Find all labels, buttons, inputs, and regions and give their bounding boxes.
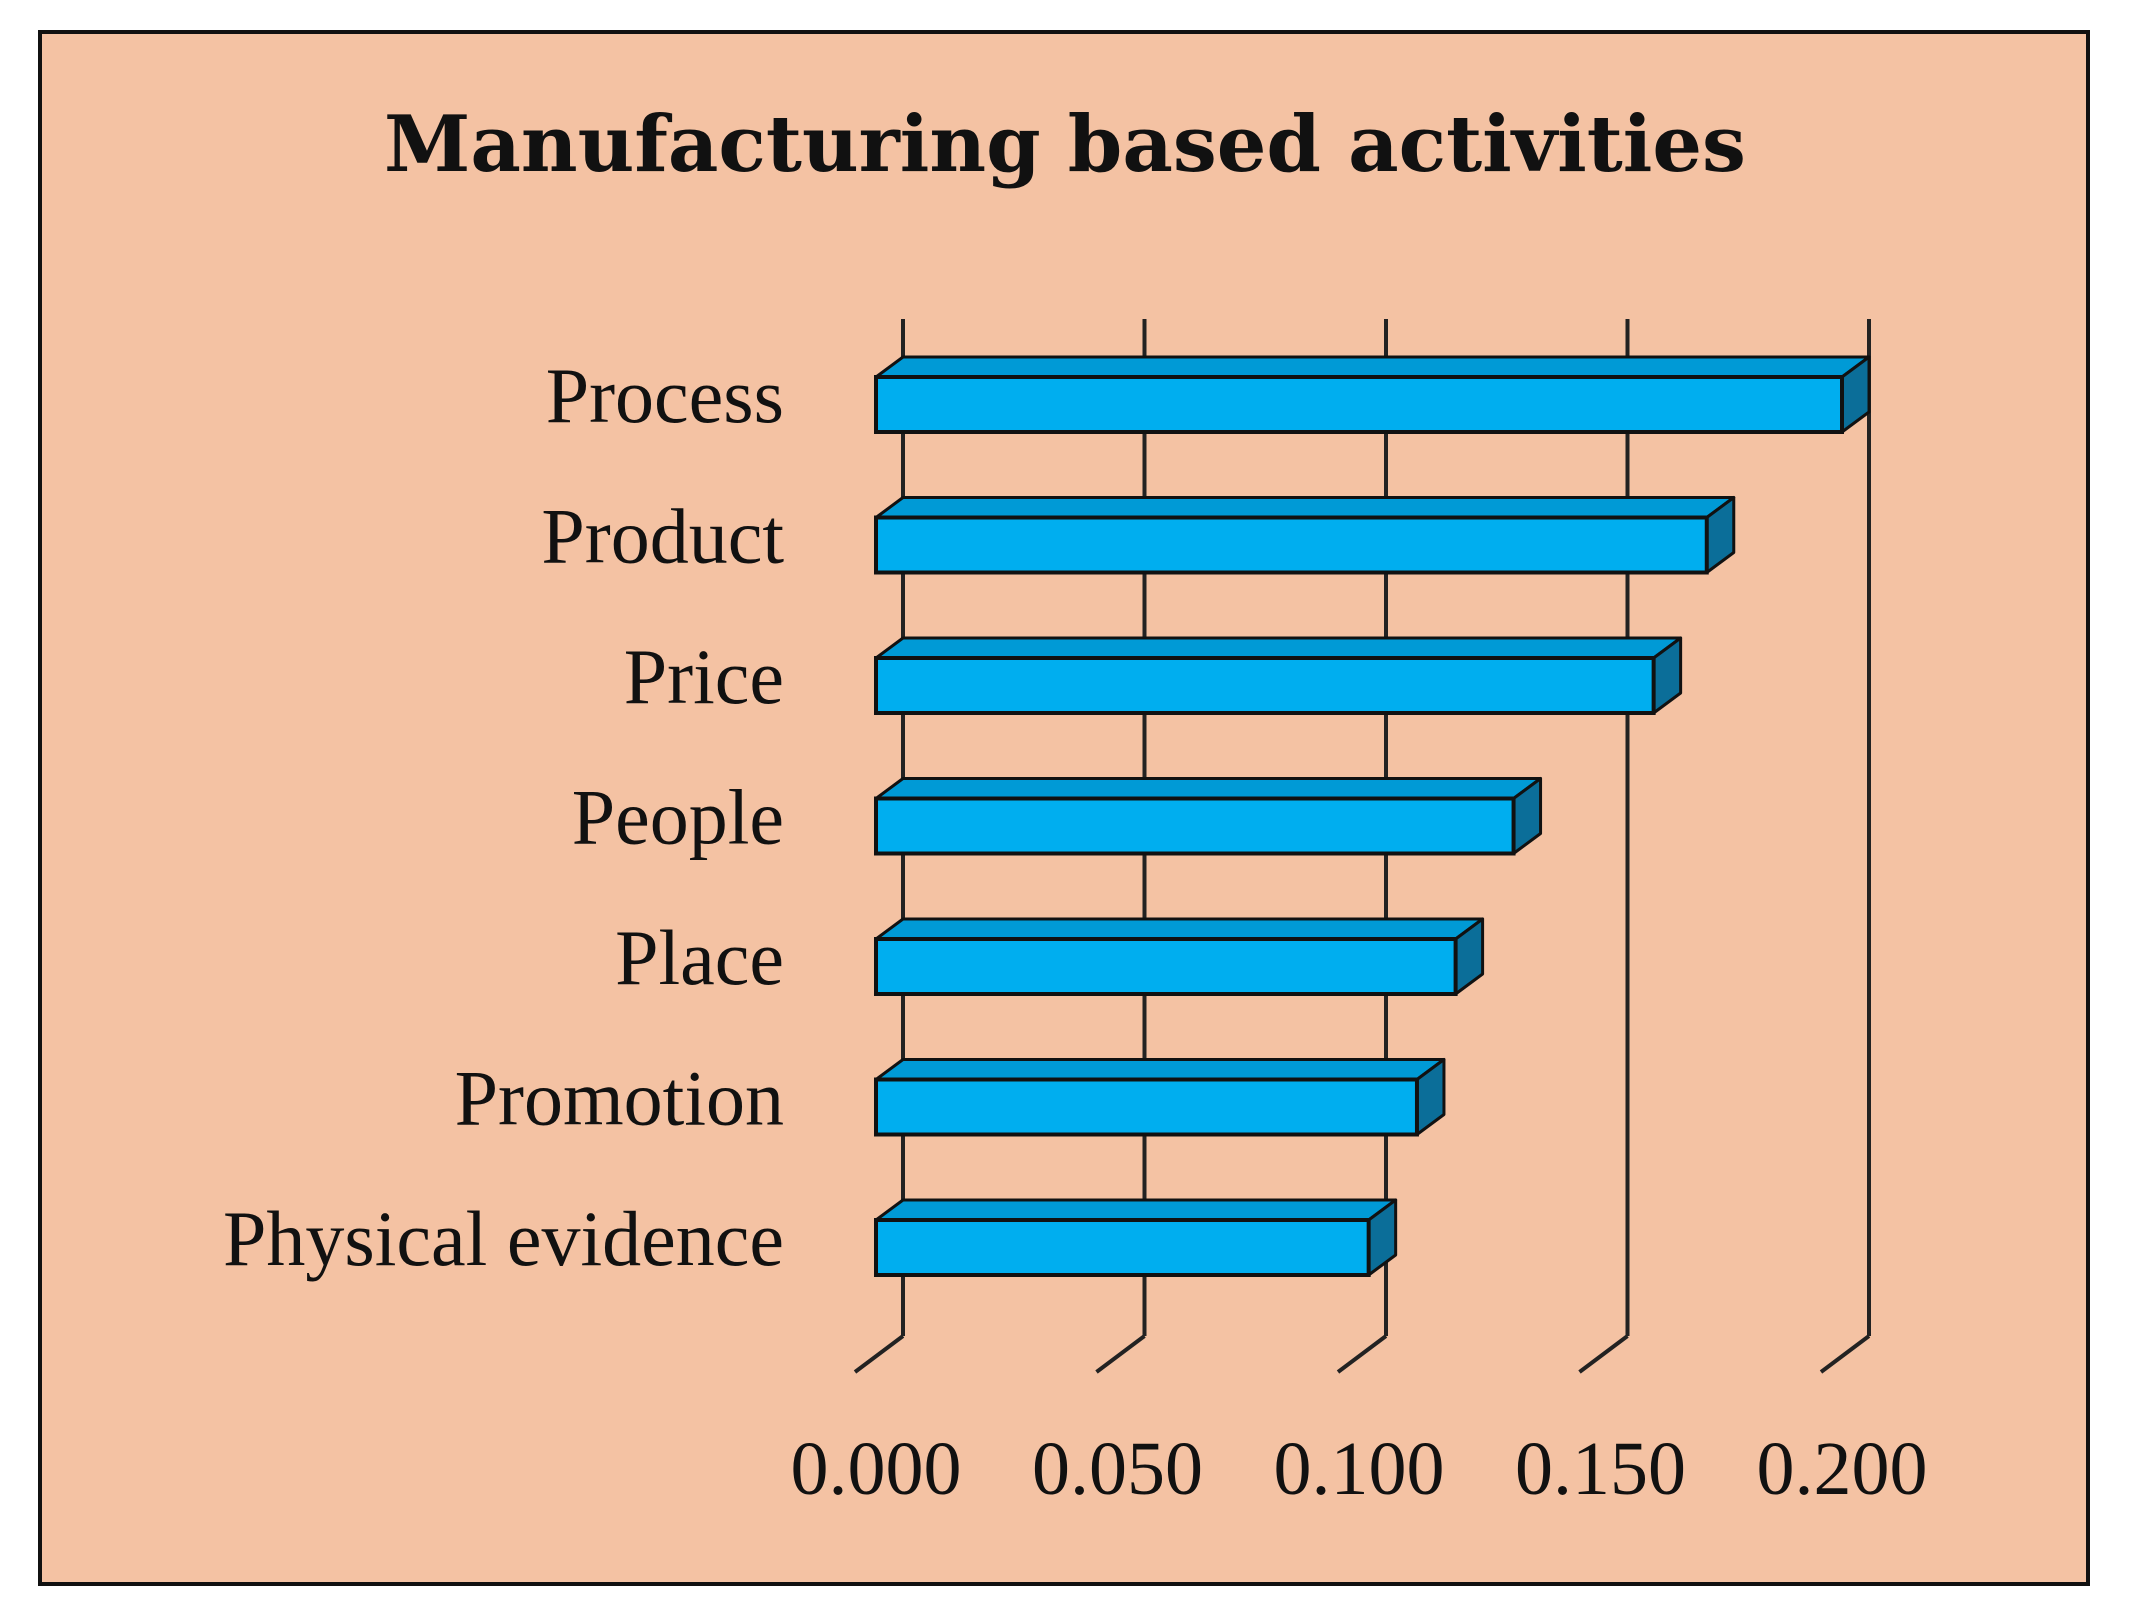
category-label: Price	[624, 633, 784, 720]
gridline-floor-4	[1819, 1334, 1871, 1374]
bar-top-face	[874, 636, 1683, 660]
gridline-floor-3	[1578, 1334, 1629, 1374]
bar-front-face	[874, 1218, 1371, 1277]
category-label: Product	[541, 493, 784, 580]
bar-0	[874, 355, 1871, 434]
bar-top-face	[874, 1058, 1446, 1081]
bar-5	[874, 1058, 1446, 1137]
chart-title: Manufacturing based activities	[384, 99, 1746, 190]
bar-front-face	[874, 656, 1656, 715]
gridline-floor-0	[853, 1334, 905, 1374]
bar-chart: Manufacturing based activities ProcessPr…	[42, 34, 2086, 1582]
bar-top-face	[874, 1198, 1398, 1222]
category-label: Process	[546, 352, 784, 439]
bar-top-face	[874, 777, 1543, 800]
bar-front-face	[874, 515, 1709, 575]
x-axis-tick-labels: 0.000 0.050 0.100 0.150 0.200	[791, 1427, 1928, 1511]
bar-top-face	[874, 496, 1736, 519]
category-label: People	[572, 774, 784, 861]
bar-top-face	[874, 355, 1871, 379]
chart-frame: Manufacturing based activities Process Pr…	[38, 30, 2090, 1586]
bars	[874, 355, 1871, 1277]
bar-6	[874, 1198, 1398, 1277]
category-labels: Process Product Price People Place Promotion P…	[223, 352, 784, 1282]
bar-front-face	[874, 937, 1458, 996]
bar-4	[874, 917, 1485, 996]
tick-label: 0.000	[791, 1427, 962, 1511]
bar-1	[874, 496, 1736, 575]
gridline-floor-2	[1336, 1334, 1388, 1374]
bar-2	[874, 636, 1683, 715]
tick-label: 0.200	[1757, 1427, 1928, 1511]
bar-top-face	[874, 917, 1485, 941]
tick-label: 0.150	[1515, 1427, 1686, 1511]
gridline-floor-1	[1095, 1334, 1146, 1374]
bar-3	[874, 777, 1543, 856]
bar-front-face	[874, 375, 1844, 434]
bar-front-face	[874, 1077, 1419, 1137]
tick-label: 0.050	[1032, 1427, 1203, 1511]
category-label: Promotion	[455, 1055, 784, 1142]
bar-front-face	[874, 796, 1516, 856]
category-label: Place	[615, 914, 784, 1001]
tick-label: 0.100	[1274, 1427, 1445, 1511]
category-label: Physical evidence	[223, 1195, 784, 1282]
